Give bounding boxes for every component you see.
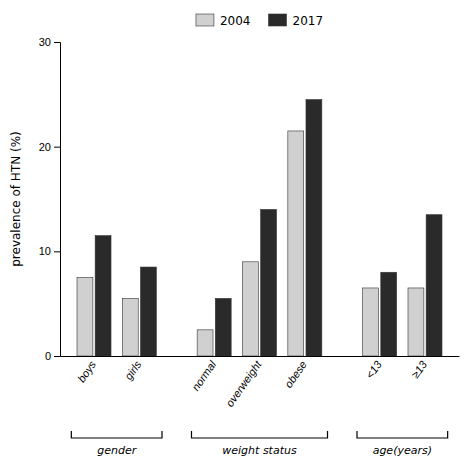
x-tick-label: <13 <box>363 358 384 381</box>
y-axis: 0 10 20 30 <box>39 36 61 362</box>
x-tick: <13 <box>363 358 384 381</box>
group-label: age(years) <box>373 444 432 457</box>
bar <box>261 209 277 356</box>
legend-label: 2004 <box>220 14 251 28</box>
x-tick-label: girls <box>122 358 144 382</box>
legend-item: 2004 <box>196 14 251 28</box>
x-tick-label: normal <box>189 358 218 393</box>
y-axis-title: prevalence of HTN (%) <box>9 131 23 267</box>
bar <box>426 215 442 356</box>
legend-item: 2017 <box>269 14 324 28</box>
x-tick: girls <box>122 358 144 382</box>
x-axis-line <box>61 356 460 357</box>
group-bracket-line <box>191 431 327 438</box>
x-tick: boys <box>75 358 98 384</box>
group-bracket <box>191 431 327 438</box>
group-bracket-line <box>357 431 448 438</box>
bar <box>140 267 156 356</box>
bar <box>363 288 379 356</box>
y-axis-line <box>54 43 61 357</box>
plot: 0 10 20 30 boys girls normaloverweight obese <13… <box>9 36 460 457</box>
bar <box>197 330 213 356</box>
bar <box>215 298 231 356</box>
y-tick-mark <box>54 356 60 357</box>
y-tick: 20 <box>39 141 60 153</box>
group-bracket <box>357 431 448 438</box>
bar <box>242 262 258 356</box>
x-tick-label: ≥13 <box>409 358 430 381</box>
x-tick-label: overweight <box>223 358 264 409</box>
x-tick-label: obese <box>282 358 309 389</box>
bar <box>306 100 322 356</box>
legend-swatch <box>269 14 287 26</box>
y-tick-label: 10 <box>39 245 51 257</box>
legend: 2004 2017 <box>196 14 323 28</box>
bar <box>77 278 93 357</box>
x-tick: overweight <box>223 358 264 409</box>
chart: 0 10 20 30 boys girls normaloverweight obese <13… <box>0 0 474 474</box>
bars <box>77 100 442 356</box>
bar <box>95 236 111 356</box>
legend-swatch <box>196 14 214 26</box>
legend-label: 2017 <box>293 14 324 28</box>
y-tick: 0 <box>45 350 60 362</box>
group-bracket-line <box>71 431 162 438</box>
x-tick-label: boys <box>75 358 98 384</box>
y-tick-label: 20 <box>39 141 51 153</box>
y-tick: 10 <box>39 245 60 257</box>
x-tick: normal <box>189 358 218 393</box>
bar <box>408 288 424 356</box>
y-tick: 30 <box>39 36 60 48</box>
bar <box>122 298 138 356</box>
y-tick-label: 30 <box>39 36 51 48</box>
x-tick: ≥13 <box>409 358 430 381</box>
bar <box>381 272 397 356</box>
x-axis: boys girls normaloverweight obese <13 ≥13 <box>61 357 460 409</box>
group-label: weight status <box>222 444 297 457</box>
y-tick-mark <box>54 251 60 252</box>
y-tick-label: 0 <box>45 350 51 362</box>
y-tick-mark <box>54 42 60 43</box>
group-bracket <box>71 431 162 438</box>
y-tick-mark <box>54 147 60 148</box>
group-label: gender <box>97 444 137 457</box>
bar <box>288 131 304 356</box>
x-tick: obese <box>282 358 309 389</box>
